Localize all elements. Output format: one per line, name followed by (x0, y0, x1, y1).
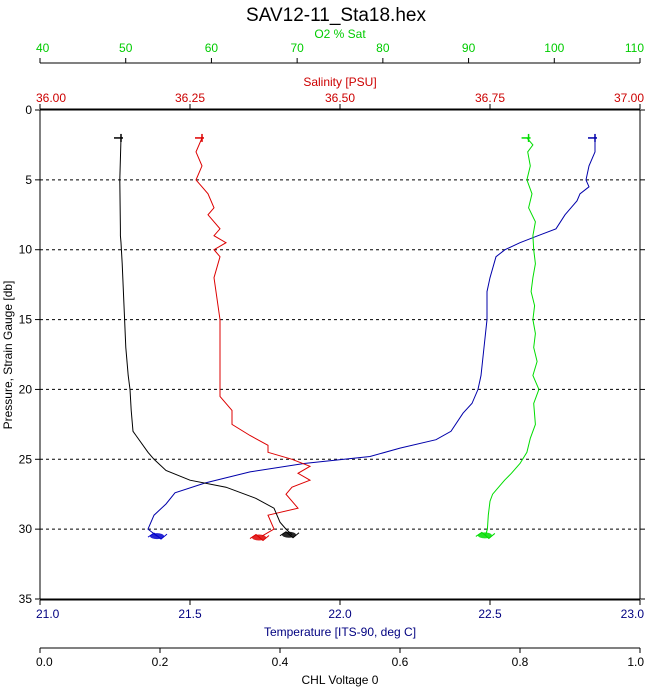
chl-tick-label: 0.2 (152, 655, 169, 669)
chl-tick-label: 0.4 (272, 655, 289, 669)
sal-tick-label: 36.00 (36, 91, 66, 105)
y-tick-label: 5 (25, 173, 32, 187)
temperature-axis-label: Temperature [ITS-90, deg C] (264, 625, 416, 639)
temp-series-line (147, 137, 596, 537)
salinity-axis-label: Salinity [PSU] (303, 75, 376, 89)
chl-tick-label: 0.6 (392, 655, 409, 669)
o2-tick-label: 70 (290, 41, 304, 55)
sal-series-line (195, 137, 312, 537)
o2-tick-label: 80 (376, 41, 390, 55)
chl-tick-label: 0.8 (512, 655, 529, 669)
y-tick-label: 20 (19, 382, 33, 396)
pressure-axis-label: Pressure, Strain Gauge [db] (1, 281, 15, 430)
o2-tick-label: 50 (119, 41, 133, 55)
temp-tick-label: 23.0 (621, 607, 645, 621)
chl-cluster-scribble (279, 531, 300, 539)
o2-series-line (485, 137, 540, 535)
chl-tick-label: 0.0 (36, 655, 53, 669)
temp-tick-label: 21.0 (36, 607, 60, 621)
sal-tick-label: 37.00 (614, 91, 644, 105)
o2-tick-label: 60 (205, 41, 219, 55)
chl-series-line (119, 137, 293, 536)
y-tick-label: 10 (19, 243, 33, 257)
y-tick-label: 0 (25, 103, 32, 117)
y-tick-label: 25 (19, 452, 33, 466)
chl-tick-label: 1.0 (627, 655, 644, 669)
o2-bottom-cluster (475, 531, 496, 540)
sal-bottom-cluster (249, 533, 270, 542)
o2-tick-label: 100 (544, 41, 564, 55)
o2-axis-label: O2 % Sat (314, 27, 366, 41)
sal-tick-label: 36.25 (175, 91, 205, 105)
chart-title: SAV12-11_Sta18.hex (246, 5, 426, 26)
y-tick-label: 15 (19, 313, 33, 327)
y-tick-label: 30 (19, 522, 33, 536)
temp-tick-label: 22.5 (478, 607, 502, 621)
o2-tick-label: 90 (462, 41, 476, 55)
o2-cluster-scribble (475, 531, 496, 540)
sal-tick-label: 36.75 (475, 91, 505, 105)
o2-tick-label: 110 (625, 41, 644, 55)
sal-tick-label: 36.50 (325, 91, 355, 105)
temp-tick-label: 21.5 (178, 607, 202, 621)
sal-cluster-scribble (249, 533, 270, 542)
temp-tick-label: 22.0 (328, 607, 352, 621)
temp-cluster-scribble (147, 532, 168, 540)
y-tick-label: 35 (19, 592, 33, 606)
temp-bottom-cluster (147, 532, 168, 540)
chl-bottom-cluster (279, 531, 300, 539)
o2-tick-label: 40 (36, 41, 50, 55)
plot-frame (39, 109, 641, 600)
chl-axis-label: CHL Voltage 0 (302, 673, 379, 687)
